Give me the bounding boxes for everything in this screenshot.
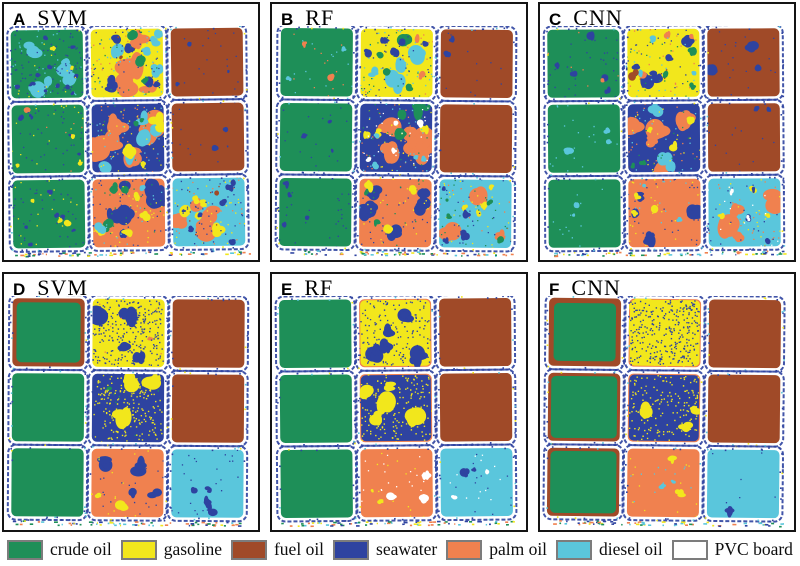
legend-swatch-pvc	[671, 539, 708, 560]
legend-label: seawater	[376, 539, 438, 559]
legend-item-diesel: diesel oil	[556, 539, 663, 560]
legend: crude oil gasoline fuel oil seawater palm oi…	[0, 533, 800, 566]
legend-label: fuel oil	[273, 539, 325, 559]
classification-map-D	[6, 296, 250, 527]
legend-swatch-sea	[333, 539, 370, 560]
legend-item-palm: palm oil	[446, 539, 547, 560]
panel-E: E RF	[270, 272, 528, 532]
legend-item-sea: seawater	[333, 539, 437, 560]
panel-C: C CNN	[538, 2, 796, 262]
panel-A: A SVM	[2, 2, 260, 262]
classification-map-E	[274, 296, 518, 528]
panel-F: F CNN	[538, 272, 796, 532]
classification-map-C	[542, 26, 787, 258]
legend-label: crude oil	[50, 539, 112, 559]
legend-item-crude: crude oil	[7, 539, 112, 560]
legend-item-gas: gasoline	[120, 539, 223, 560]
legend-swatch-fuel	[230, 539, 267, 560]
legend-swatch-crude	[7, 539, 43, 560]
legend-swatch-diesel	[556, 539, 593, 560]
panel-B: B RF	[270, 2, 528, 262]
legend-label: PVC board	[714, 539, 793, 559]
legend-label: diesel oil	[599, 539, 663, 559]
legend-label: palm oil	[489, 539, 548, 559]
classification-map-A	[6, 26, 252, 258]
legend-item-pvc: PVC board	[671, 539, 793, 560]
legend-swatch-palm	[446, 539, 483, 560]
classification-map-F	[542, 296, 786, 528]
classification-map-B	[274, 26, 518, 258]
panel-D: D SVM	[2, 272, 260, 532]
legend-swatch-gas	[120, 539, 157, 560]
legend-label: gasoline	[163, 539, 223, 559]
legend-item-fuel: fuel oil	[230, 539, 325, 560]
